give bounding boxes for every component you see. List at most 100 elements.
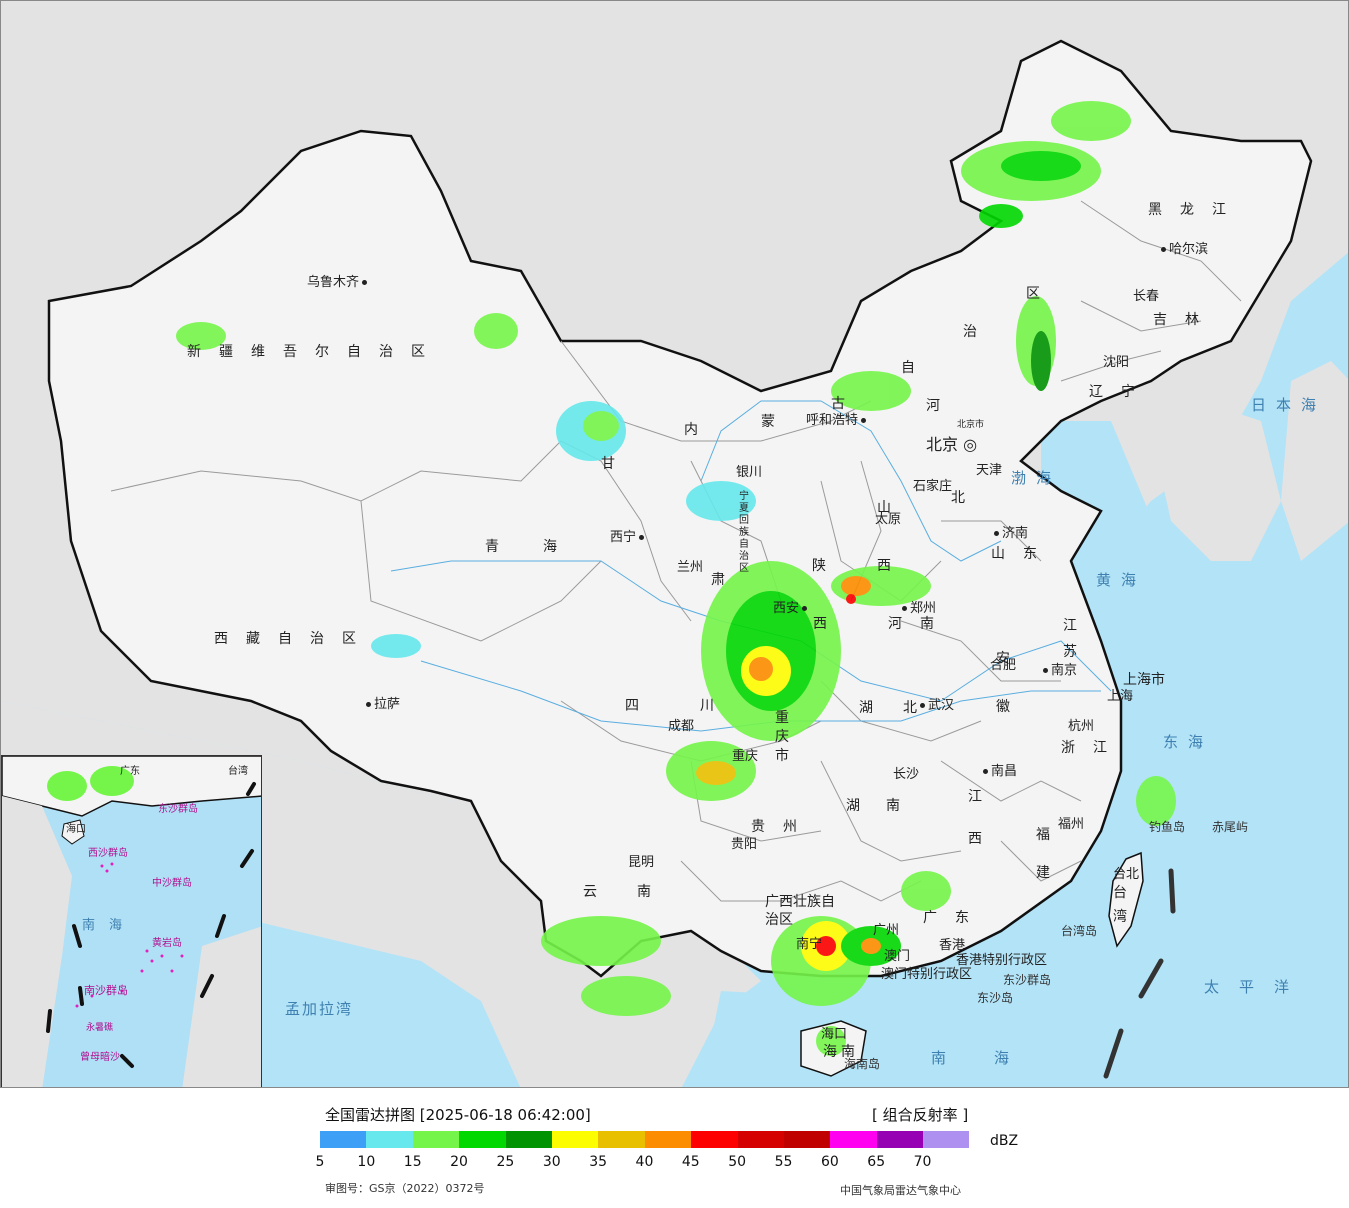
legend-tick-label: 60 bbox=[820, 1154, 839, 1170]
province-label-gansu: 甘 bbox=[601, 456, 633, 472]
map-approval-number: 审图号：GS京（2022）0372号 bbox=[325, 1182, 485, 1195]
sea-label-nanhai: 南海 bbox=[931, 1049, 1058, 1067]
province-label-neimenggu-4: 自 bbox=[901, 360, 933, 376]
city-label-tianjin: 天津 bbox=[976, 463, 1003, 478]
inset-label-nanhai: 南海 bbox=[82, 918, 137, 933]
legend-color-11 bbox=[830, 1131, 877, 1148]
data-credit: 中国气象局雷达气象中心 bbox=[840, 1184, 961, 1197]
city-label-chongqing: 重庆 bbox=[732, 749, 759, 764]
legend-color-13 bbox=[923, 1131, 970, 1148]
island-label-taiwandao: 台湾岛 bbox=[1061, 924, 1098, 938]
legend-color-2 bbox=[412, 1131, 460, 1148]
city-label-xining: 西宁 bbox=[610, 526, 647, 545]
city-label-hongkong: 香港 bbox=[939, 938, 966, 953]
city-label-shenyang: 沈阳 bbox=[1103, 355, 1130, 370]
province-label-qinghai: 青海 bbox=[485, 539, 601, 555]
legend-color-3 bbox=[459, 1131, 506, 1148]
province-label-heilongjiang: 黑龙江 bbox=[1148, 202, 1244, 218]
map-panel[interactable]: 新疆维吾尔自治区 西藏自治区 青海 甘 肃 宁夏回族自治区 内 蒙 古 自 治 … bbox=[0, 0, 1349, 1088]
province-label-anhui: 安徽 bbox=[996, 651, 1010, 715]
province-label-liaoning: 辽宁 bbox=[1089, 384, 1153, 400]
province-label-guizhou: 贵州 bbox=[751, 819, 815, 835]
inset-label-dongsha: 东沙群岛 bbox=[158, 804, 198, 815]
inset-south-china-sea: 南海 南沙群岛 西沙群岛 中沙群岛 曾母暗沙 海口 东沙群岛 台湾 广东 永暑礁… bbox=[1, 755, 262, 1087]
inset-label-zengmu: 曾母暗沙 bbox=[80, 1052, 120, 1063]
legend-tick-label: 15 bbox=[403, 1154, 422, 1170]
city-label-fuzhou: 福州 bbox=[1058, 817, 1085, 832]
inset-label-yongshu: 永暑礁 bbox=[86, 1023, 114, 1033]
inset-hainan bbox=[61, 819, 85, 845]
legend-color-6 bbox=[598, 1131, 645, 1148]
legend-product: [ 组合反射率 ] bbox=[872, 1106, 969, 1124]
city-label-macau: 澳门 bbox=[884, 949, 911, 964]
province-label-xinjiang: 新疆维吾尔自治区 bbox=[187, 344, 443, 360]
china-mainland bbox=[47, 39, 1313, 978]
city-label-nanchang: 南昌 bbox=[980, 760, 1017, 779]
legend-tick-label: 50 bbox=[728, 1154, 747, 1170]
inset-label-haikou: 海口 bbox=[66, 824, 86, 835]
city-dot bbox=[994, 531, 999, 536]
province-label-taiwan: 台湾 bbox=[1113, 885, 1127, 925]
province-label-shaanxi-2: 西 bbox=[813, 616, 845, 632]
province-label-neimenggu-2: 蒙 bbox=[761, 414, 793, 430]
province-label-henan: 河南 bbox=[888, 616, 952, 632]
province-label-jiangsu: 江苏 bbox=[1063, 618, 1077, 660]
city-label-wuhan: 武汉 bbox=[917, 694, 954, 713]
island-label-chiwei: 赤尾屿 bbox=[1212, 820, 1249, 834]
legend-tick-label: 70 bbox=[913, 1154, 932, 1170]
province-label-xizang: 西藏自治区 bbox=[214, 631, 374, 647]
legend-tick-label: 35 bbox=[589, 1154, 608, 1170]
city-label-guangzhou: 广州 bbox=[873, 923, 900, 938]
province-label-neimenggu-1: 内 bbox=[684, 422, 716, 438]
province-label-shandong: 山东 bbox=[991, 546, 1055, 562]
city-label-zhengzhou: 郑州 bbox=[899, 597, 936, 616]
province-label-hebei-1: 河 bbox=[926, 398, 958, 414]
legend-tick-label: 5 bbox=[315, 1154, 325, 1170]
province-label-chongqing: 重庆市 bbox=[775, 710, 789, 764]
city-label-lanzhou: 兰州 bbox=[677, 560, 704, 575]
province-label-guangxi: 广西壮族自治区 bbox=[765, 894, 835, 928]
legend-color-9 bbox=[737, 1131, 784, 1148]
city-label-changchun: 长春 bbox=[1133, 289, 1160, 304]
legend-color-0 bbox=[320, 1131, 367, 1148]
city-dot bbox=[366, 702, 371, 707]
legend-unit: dBZ bbox=[990, 1133, 1019, 1149]
legend-tick-label: 45 bbox=[681, 1154, 700, 1170]
city-label-nanning: 南宁 bbox=[796, 937, 823, 952]
legend-color-1 bbox=[366, 1131, 413, 1148]
province-label-guangdong: 广东 bbox=[923, 910, 987, 926]
province-label-sichuan-2: 川 bbox=[700, 698, 732, 714]
inset-label-taiwan: 台湾 bbox=[228, 766, 248, 777]
province-label-jiangxi: 江西 bbox=[968, 789, 982, 847]
province-label-jilin: 吉林 bbox=[1153, 312, 1217, 328]
province-label-hubei: 湖北 bbox=[859, 700, 947, 716]
province-label-yunnan: 云南 bbox=[583, 884, 691, 900]
city-dot bbox=[861, 418, 867, 423]
legend-color-4 bbox=[505, 1131, 552, 1148]
legend-panel bbox=[0, 1088, 1349, 1208]
city-dot bbox=[362, 280, 368, 285]
legend-color-12 bbox=[876, 1131, 924, 1148]
maritime-boundary-dashes bbox=[1103, 868, 1176, 1079]
city-label-kunming: 昆明 bbox=[628, 855, 655, 870]
sea-label-mengjiala: 孟加拉湾 bbox=[285, 1000, 354, 1018]
city-label-shanghai: 上海 bbox=[1107, 689, 1134, 704]
legend-colorbar bbox=[320, 1131, 970, 1148]
city-dot bbox=[1043, 668, 1048, 673]
city-label-xian: 西安 bbox=[773, 597, 810, 616]
province-label-shanxi: 山西 bbox=[877, 500, 891, 574]
inset-label-huangyan: 黄岩岛 bbox=[152, 938, 182, 949]
city-label-urumqi: 乌鲁木齐 bbox=[307, 271, 370, 290]
island-label-diaoyu: 钓鱼岛 bbox=[1149, 820, 1186, 834]
legend-title: 全国雷达拼图 [2025-06-18 06:42:00] bbox=[325, 1106, 591, 1124]
legend-tick-label: 25 bbox=[496, 1154, 515, 1170]
neighbor-land-korea-japan bbox=[1151, 361, 1348, 561]
city-label-chengdu: 成都 bbox=[668, 719, 695, 734]
city-dot bbox=[639, 535, 645, 540]
taiwan-island bbox=[1108, 851, 1144, 948]
province-label-gansu-2: 肃 bbox=[711, 572, 743, 588]
inset-dashes bbox=[46, 782, 256, 1068]
inset-islands bbox=[75, 862, 184, 1008]
sea-label-donghai: 东海 bbox=[1163, 733, 1214, 751]
province-label-shanghai: 上海市 bbox=[1123, 672, 1165, 688]
